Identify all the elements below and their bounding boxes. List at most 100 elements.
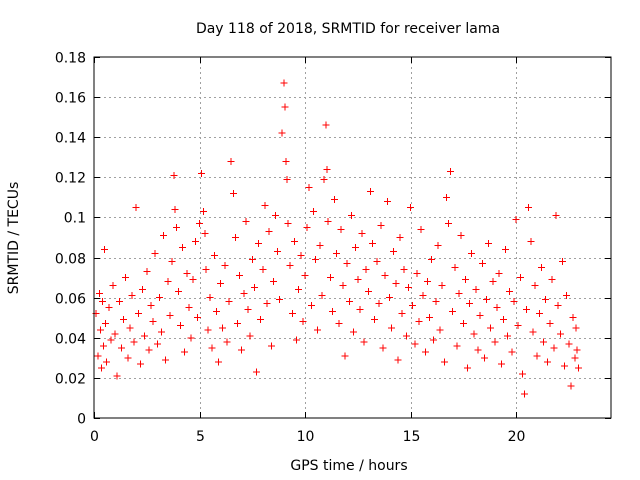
data-point: [283, 175, 291, 183]
data-point: [139, 286, 147, 294]
data-point: [124, 354, 132, 362]
data-point: [288, 310, 296, 318]
data-point: [314, 326, 322, 334]
data-point: [185, 304, 193, 312]
data-point: [282, 157, 290, 165]
data-point: [183, 270, 191, 278]
data-point: [423, 278, 431, 286]
data-point: [96, 326, 104, 334]
grid-lines: [94, 57, 611, 418]
data-point: [297, 252, 305, 260]
data-point: [136, 360, 144, 368]
data-point: [97, 364, 105, 372]
data-point: [240, 290, 248, 298]
data-point: [440, 358, 448, 366]
data-point: [358, 229, 366, 237]
data-point: [101, 246, 109, 254]
data-point: [134, 310, 142, 318]
data-point: [478, 260, 486, 268]
data-point: [542, 296, 550, 304]
data-point: [407, 203, 415, 211]
plot-frame: [93, 56, 612, 419]
data-point: [335, 320, 343, 328]
data-point: [385, 294, 393, 302]
data-point: [307, 302, 315, 310]
data-point: [480, 354, 488, 362]
data-point: [381, 272, 389, 280]
data-point: [141, 332, 149, 340]
data-point: [489, 278, 497, 286]
data-point: [267, 342, 275, 350]
data-point: [525, 203, 533, 211]
data-point: [394, 356, 402, 364]
data-point: [339, 282, 347, 290]
data-point: [567, 382, 575, 390]
data-point: [242, 217, 250, 225]
data-point: [347, 211, 355, 219]
data-point: [402, 332, 410, 340]
data-point: [153, 340, 161, 348]
chart-title: Day 118 of 2018, SRMTID for receiver lam…: [196, 21, 500, 37]
data-point: [293, 336, 301, 344]
data-point: [571, 354, 579, 362]
data-point: [364, 288, 372, 296]
data-point: [155, 294, 163, 302]
data-point: [411, 340, 419, 348]
data-point: [147, 302, 155, 310]
data-point: [301, 272, 309, 280]
data-point: [457, 231, 465, 239]
data-point: [191, 238, 199, 246]
data-point: [208, 344, 216, 352]
data-point: [472, 286, 480, 294]
data-point: [529, 328, 537, 336]
x-tick-label: 0: [90, 429, 99, 445]
data-point: [438, 282, 446, 290]
data-point: [280, 79, 288, 87]
x-tick-label: 10: [297, 429, 315, 445]
data-point: [398, 310, 406, 318]
data-point: [518, 370, 526, 378]
data-point: [482, 296, 490, 304]
data-point: [174, 288, 182, 296]
data-point: [421, 348, 429, 356]
data-point: [221, 262, 229, 270]
data-point: [244, 306, 252, 314]
data-point: [265, 227, 273, 235]
data-point: [111, 330, 119, 338]
data-point: [337, 225, 345, 233]
data-point: [558, 258, 566, 266]
data-point: [309, 207, 317, 215]
data-point: [354, 276, 362, 284]
data-point: [501, 246, 509, 254]
data-point: [326, 274, 334, 282]
y-tick-label: 0.16: [55, 91, 86, 107]
data-point: [341, 352, 349, 360]
data-point: [126, 324, 134, 332]
y-tick-label: 0: [77, 412, 86, 428]
data-point: [565, 340, 573, 348]
data-point: [102, 320, 110, 328]
data-point: [432, 298, 440, 306]
data-point: [493, 304, 501, 312]
data-point: [476, 312, 484, 320]
y-tick-label: 0.12: [55, 171, 86, 187]
data-point: [181, 348, 189, 356]
data-point: [162, 356, 170, 364]
x-axis-label: GPS time / hours: [290, 458, 407, 474]
data-point: [113, 372, 121, 380]
data-point: [281, 103, 289, 111]
data-point: [276, 296, 284, 304]
data-point: [415, 318, 423, 326]
data-point: [290, 238, 298, 246]
data-point: [215, 358, 223, 366]
data-point: [572, 324, 580, 332]
y-axis-label: SRMTID / TECUs: [6, 182, 22, 295]
data-point: [563, 292, 571, 300]
data-point: [193, 314, 201, 322]
data-point: [464, 364, 472, 372]
data-point: [246, 332, 254, 340]
data-point: [164, 278, 172, 286]
data-point: [413, 270, 421, 278]
data-point: [352, 244, 360, 252]
data-point: [373, 258, 381, 266]
